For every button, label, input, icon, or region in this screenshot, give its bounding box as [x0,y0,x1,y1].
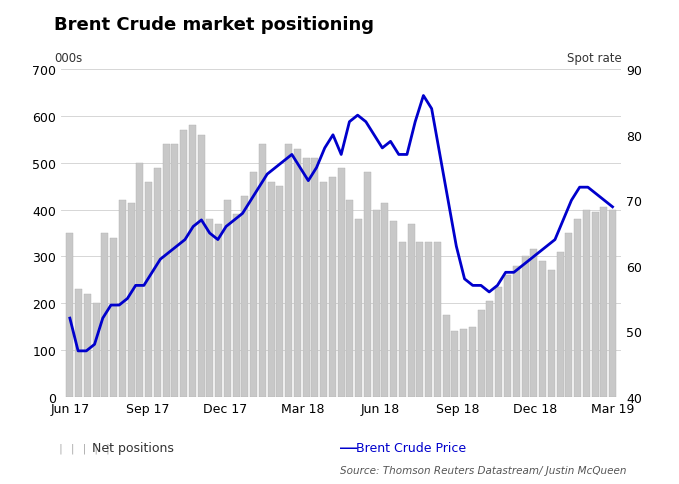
Bar [609,210,616,397]
Bar [504,275,511,397]
Bar [364,173,371,397]
Bar [268,182,275,397]
Bar [154,168,161,397]
Bar [495,287,502,397]
Bar [163,145,170,397]
Bar [557,252,564,397]
Bar [513,266,519,397]
Bar [136,164,143,397]
Bar [67,234,73,397]
Bar [521,257,528,397]
Bar [591,212,598,397]
Bar [233,215,240,397]
Bar [469,327,476,397]
Bar [242,196,249,397]
Bar [92,303,100,397]
Bar [346,201,354,397]
Bar [101,234,109,397]
Bar [373,210,380,397]
Text: Source: Thomson Reuters Datastream/ Justin McQueen: Source: Thomson Reuters Datastream/ Just… [340,466,626,475]
Bar [171,145,179,397]
Bar [145,182,152,397]
Bar [443,315,449,397]
Bar [215,224,222,397]
Bar [128,203,134,397]
Text: Brent Crude Price: Brent Crude Price [356,441,466,454]
Bar [75,289,82,397]
Bar [407,224,415,397]
Bar [320,182,327,397]
Bar [276,187,283,397]
Bar [425,243,433,397]
Text: —: — [340,438,359,457]
Bar [259,145,266,397]
Bar [180,131,187,397]
Bar [285,145,292,397]
Bar [355,220,362,397]
Text: Spot rate: Spot rate [566,52,621,65]
Bar [303,159,310,397]
Bar [600,208,607,397]
Bar [119,201,126,397]
Bar [84,294,91,397]
Bar [110,238,117,397]
Text: Brent Crude market positioning: Brent Crude market positioning [54,16,374,34]
Bar [530,250,537,397]
Bar [416,243,424,397]
Bar [206,220,213,397]
Bar [390,222,397,397]
Bar [452,332,458,397]
Bar [434,243,441,397]
Bar [574,220,581,397]
Bar [189,126,196,397]
Bar [294,150,301,397]
Bar [460,329,467,397]
Bar [329,178,336,397]
Bar [548,271,555,397]
Bar [312,159,318,397]
Text: 000s: 000s [54,52,83,65]
Bar [224,201,231,397]
Bar [250,173,257,397]
Text: Net positions: Net positions [92,441,174,454]
Text: | | | | |: | | | | | [58,442,111,453]
Bar [337,168,345,397]
Bar [583,210,590,397]
Bar [486,301,494,397]
Bar [399,243,406,397]
Bar [478,311,485,397]
Bar [198,136,204,397]
Bar [539,261,546,397]
Bar [565,234,572,397]
Bar [382,203,388,397]
